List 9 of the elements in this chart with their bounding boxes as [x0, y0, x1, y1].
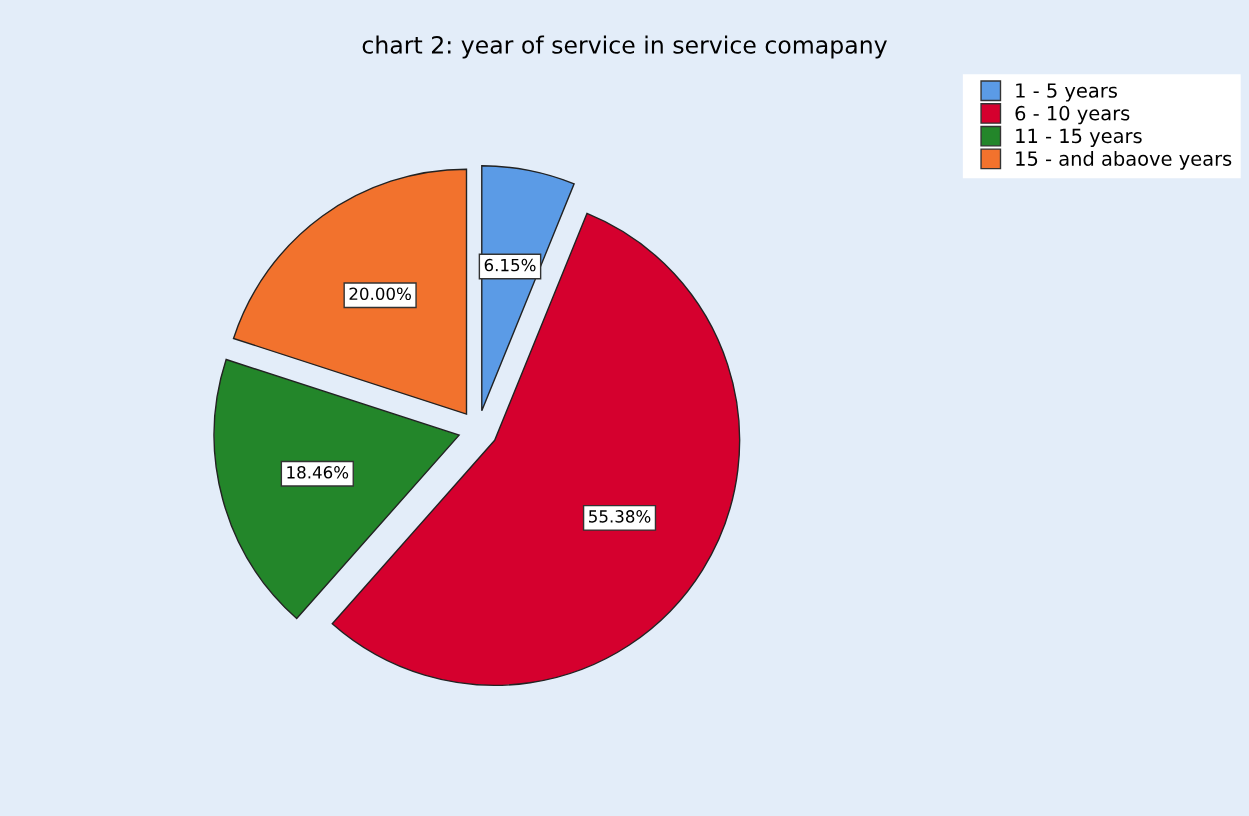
legend-label: 15 - and abaove years	[1016, 150, 1232, 170]
legend-label: 6 - 10 years	[1015, 105, 1130, 125]
data-label: 18.46%	[287, 466, 349, 479]
chart-title: chart 2: year of service in service comapany	[362, 35, 887, 59]
data-label: 6.15%	[484, 258, 536, 272]
legend-label: 1 - 5 years	[1016, 83, 1117, 102]
data-label: 55.38%	[589, 510, 651, 523]
legend-label: 11 - 15 years	[1016, 128, 1142, 148]
data-label: 20.00%	[349, 287, 411, 301]
